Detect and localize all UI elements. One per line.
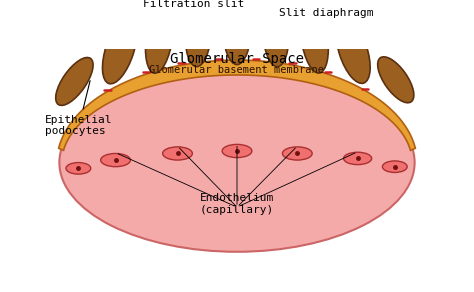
- Text: Endothelium
(capillary): Endothelium (capillary): [200, 193, 274, 215]
- Ellipse shape: [344, 152, 372, 165]
- Ellipse shape: [336, 18, 370, 84]
- Text: Glomerular Space: Glomerular Space: [170, 52, 304, 66]
- Ellipse shape: [102, 16, 137, 84]
- Ellipse shape: [59, 73, 415, 252]
- Text: Epithelial
podocytes: Epithelial podocytes: [46, 81, 113, 136]
- Ellipse shape: [383, 161, 407, 173]
- Ellipse shape: [56, 58, 93, 105]
- Ellipse shape: [262, 0, 289, 67]
- Ellipse shape: [66, 163, 91, 174]
- Ellipse shape: [223, 0, 251, 65]
- Text: Glomerular basement membrane: Glomerular basement membrane: [149, 65, 325, 75]
- Ellipse shape: [185, 0, 212, 67]
- Ellipse shape: [163, 147, 192, 160]
- Ellipse shape: [146, 0, 173, 73]
- Ellipse shape: [301, 2, 328, 73]
- Polygon shape: [59, 60, 415, 150]
- Text: Filtration slit: Filtration slit: [144, 0, 245, 9]
- Ellipse shape: [283, 147, 312, 160]
- Ellipse shape: [222, 144, 252, 158]
- Text: Slit diaphragm: Slit diaphragm: [279, 8, 374, 18]
- Ellipse shape: [378, 57, 414, 103]
- Ellipse shape: [100, 154, 130, 167]
